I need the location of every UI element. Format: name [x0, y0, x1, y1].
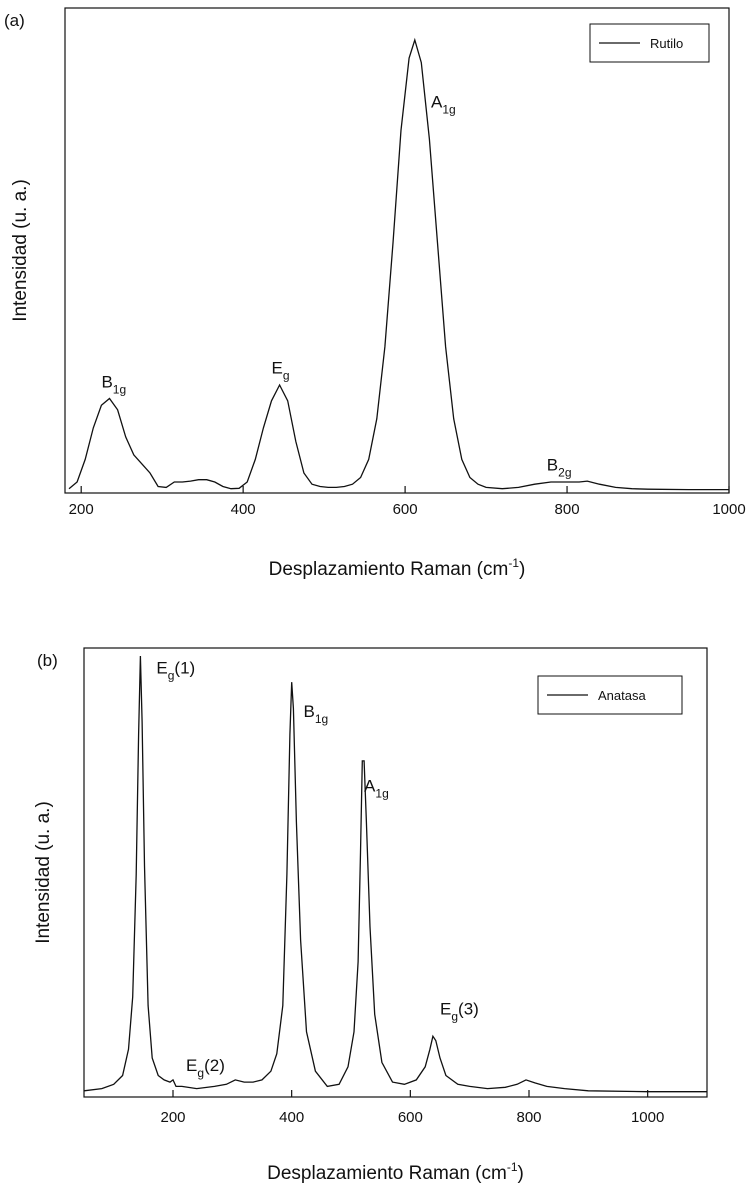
x-tick-label: 800 [555, 501, 580, 518]
x-tick-label: 1000 [631, 1109, 664, 1126]
peak-label: Eg(2) [186, 1056, 225, 1080]
x-axis-label-text: Desplazamiento Raman (cm [267, 1163, 507, 1184]
series-line-anatasa [84, 656, 707, 1092]
x-tick-label: 600 [398, 1109, 423, 1126]
x-axis-label-close: ) [519, 559, 525, 580]
peak-label-base: E [156, 658, 167, 677]
peak-label-suffix: (2) [204, 1056, 225, 1075]
peak-label-base: A [364, 776, 376, 795]
peak-label: Eg(1) [156, 658, 195, 682]
peak-label-suffix: (3) [458, 999, 479, 1018]
x-axis-label-sup: -1 [508, 556, 519, 570]
series-line-rutilo [69, 40, 729, 490]
peak-label-sub: 2g [558, 466, 571, 480]
peak-label: Eg(3) [440, 999, 479, 1023]
x-axis-label: Desplazamiento Raman (cm-1) [269, 556, 526, 580]
peak-label: A1g [431, 93, 456, 117]
peak-label-base: B [101, 372, 112, 391]
peak-label-sub: 1g [442, 103, 455, 117]
x-tick-label: 400 [231, 501, 256, 518]
peak-label-sub: 1g [375, 786, 388, 800]
panel-label: (b) [37, 651, 58, 670]
peak-label: B1g [304, 702, 329, 726]
peak-label-base: E [271, 359, 282, 378]
x-tick-label: 1000 [712, 501, 745, 518]
peak-label-sub: 1g [113, 382, 126, 396]
x-tick-label: 800 [516, 1109, 541, 1126]
y-axis-label: Intensidad (u. a.) [33, 801, 54, 944]
x-axis-label-text: Desplazamiento Raman (cm [269, 559, 509, 580]
x-axis-label-close: ) [518, 1163, 524, 1184]
peak-label-sub: 1g [315, 712, 328, 726]
x-tick-label: 400 [279, 1109, 304, 1126]
legend-entry: Rutilo [650, 36, 683, 51]
peak-label: B2g [547, 456, 572, 480]
chart-panel-a: (a) 200 400 600 800 1000 Intensidad (u. a.) Des… [4, 8, 746, 580]
peak-label: B1g [101, 372, 126, 396]
peak-label-sub: g [168, 668, 175, 682]
peak-label-sub: g [451, 1009, 458, 1023]
peak-label-base: B [547, 456, 558, 475]
legend-entry: Anatasa [598, 688, 646, 703]
chart-panel-b: (b) 200 400 600 800 1000 Intensidad (u. a.) Des… [33, 648, 707, 1184]
peak-label-base: B [304, 702, 315, 721]
plot-frame [65, 8, 729, 493]
x-tick-label: 200 [69, 501, 94, 518]
peak-label-base: E [186, 1056, 197, 1075]
legend: Anatasa [538, 676, 682, 714]
x-tick-label: 600 [393, 501, 418, 518]
peak-label-base: E [440, 999, 451, 1018]
peak-label: Eg [271, 359, 289, 383]
x-axis-label: Desplazamiento Raman (cm-1) [267, 1160, 524, 1184]
peak-label: A1g [364, 776, 389, 800]
peak-label-sub: g [283, 369, 290, 383]
y-axis-label: Intensidad (u. a.) [10, 179, 31, 322]
peak-label-sub: g [197, 1066, 204, 1080]
panel-label: (a) [4, 11, 25, 30]
peak-label-base: A [431, 93, 443, 112]
plot-frame [84, 648, 707, 1097]
peak-label-suffix: (1) [174, 658, 195, 677]
x-axis-label-sup: -1 [507, 1160, 518, 1174]
legend: Rutilo [590, 24, 709, 62]
x-tick-label: 200 [160, 1109, 185, 1126]
